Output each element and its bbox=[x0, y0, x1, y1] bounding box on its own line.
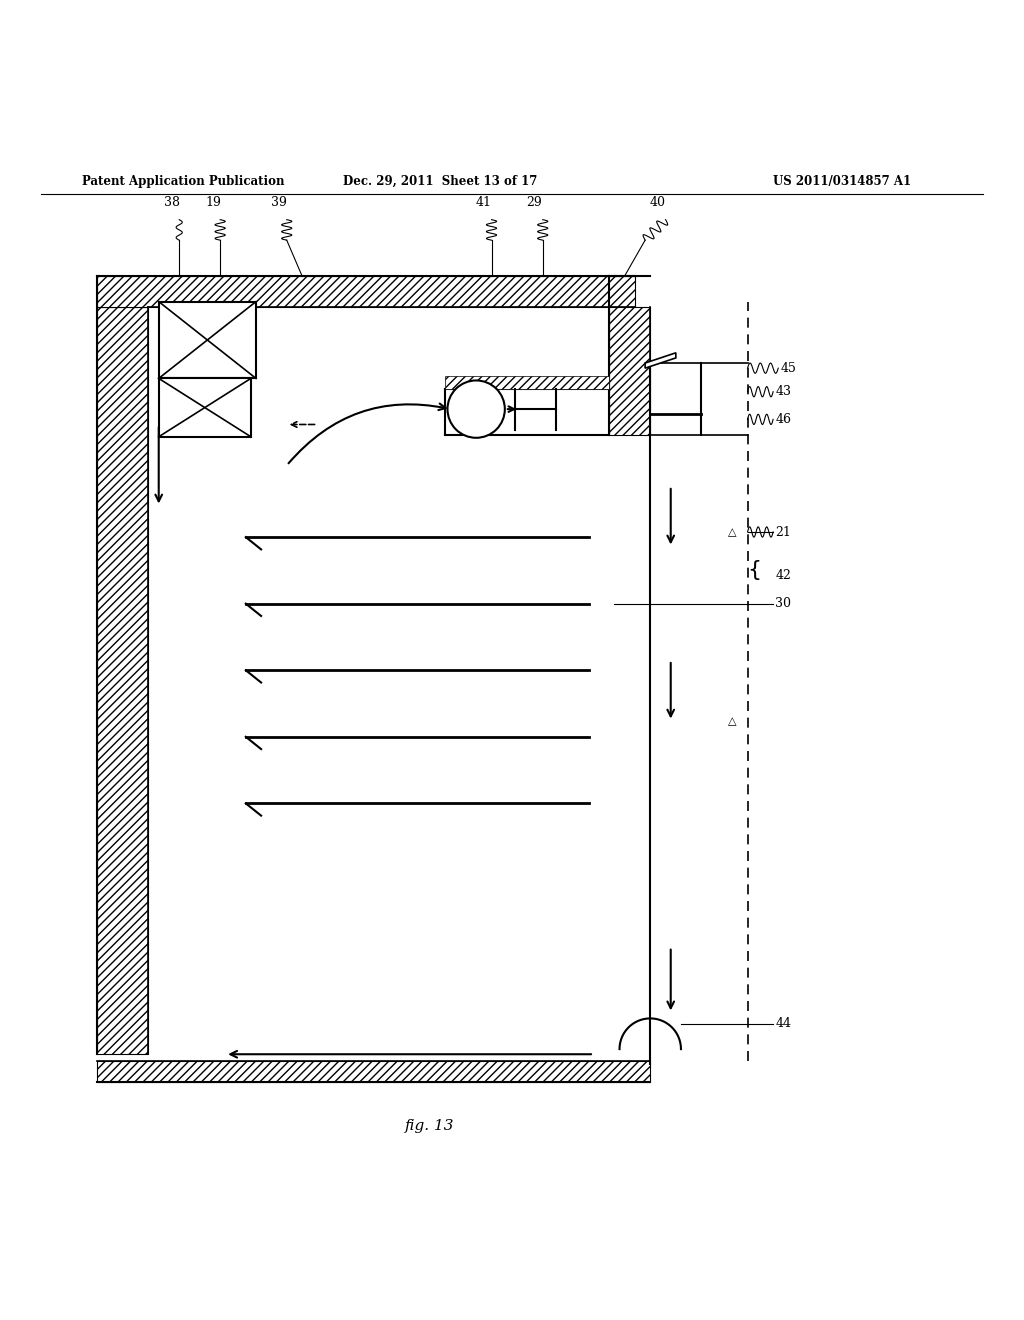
Text: 21: 21 bbox=[775, 525, 792, 539]
Bar bbox=[159, 379, 251, 437]
Text: 45: 45 bbox=[780, 362, 797, 375]
Text: 39: 39 bbox=[270, 197, 287, 210]
Text: △: △ bbox=[728, 527, 736, 537]
Text: 29: 29 bbox=[526, 197, 543, 210]
Text: 46: 46 bbox=[775, 413, 792, 426]
Bar bbox=[97, 276, 635, 306]
Text: 19: 19 bbox=[205, 197, 221, 210]
Bar bbox=[97, 306, 148, 1055]
Text: 38: 38 bbox=[164, 197, 180, 210]
Text: US 2011/0314857 A1: US 2011/0314857 A1 bbox=[773, 176, 911, 189]
Text: {: { bbox=[748, 560, 762, 579]
Text: 42: 42 bbox=[775, 569, 792, 582]
Bar bbox=[97, 1061, 650, 1082]
Circle shape bbox=[447, 380, 505, 438]
Text: Patent Application Publication: Patent Application Publication bbox=[82, 176, 285, 189]
Polygon shape bbox=[645, 352, 676, 368]
Bar bbox=[159, 301, 256, 379]
Text: 41: 41 bbox=[475, 197, 492, 210]
Bar bbox=[609, 306, 650, 434]
Text: △: △ bbox=[728, 717, 736, 726]
Text: 44: 44 bbox=[775, 1016, 792, 1030]
Text: Dec. 29, 2011  Sheet 13 of 17: Dec. 29, 2011 Sheet 13 of 17 bbox=[343, 176, 538, 189]
Text: 40: 40 bbox=[649, 197, 666, 210]
Text: 30: 30 bbox=[775, 597, 792, 610]
Text: 43: 43 bbox=[775, 385, 792, 399]
Bar bbox=[445, 376, 609, 388]
Text: fig. 13: fig. 13 bbox=[406, 1119, 455, 1133]
